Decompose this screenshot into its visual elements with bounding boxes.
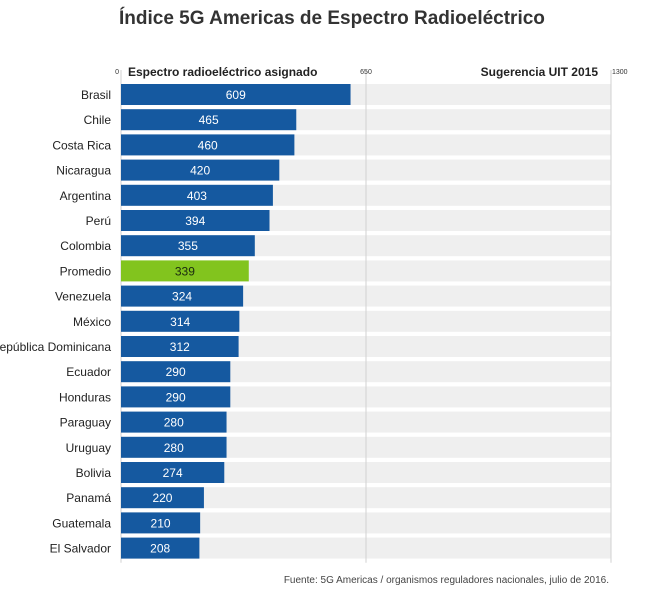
data-label: 280 — [164, 441, 184, 455]
data-label: 312 — [170, 340, 190, 354]
bar — [121, 109, 297, 131]
data-label: 280 — [164, 416, 184, 430]
bar — [121, 159, 280, 181]
data-label: 208 — [150, 542, 170, 556]
tick-label: 650 — [360, 69, 372, 76]
category-label: Panamá — [66, 491, 111, 505]
category-label: Brasil — [81, 88, 111, 102]
category-label: Perú — [86, 214, 111, 228]
data-label: 609 — [226, 88, 246, 102]
bar — [121, 310, 240, 332]
bar — [121, 210, 270, 231]
bar — [121, 260, 249, 282]
bar — [121, 537, 200, 559]
reference-label: Sugerencia UIT 2015 — [481, 65, 599, 79]
data-label: 403 — [187, 189, 207, 203]
bar — [121, 184, 273, 206]
data-label: 460 — [198, 138, 218, 152]
bar — [121, 285, 244, 307]
data-label: 465 — [199, 113, 219, 127]
bar — [121, 134, 295, 156]
data-label: 290 — [166, 365, 186, 379]
category-label: Promedio — [60, 264, 112, 278]
category-label: Venezuela — [55, 290, 111, 304]
data-label: 274 — [163, 466, 183, 480]
category-label: México — [73, 315, 111, 329]
data-label: 420 — [190, 164, 210, 178]
category-label: Ecuador — [66, 365, 111, 379]
source-note: Fuente: 5G Americas / organismos regulad… — [283, 575, 609, 586]
bar — [121, 411, 227, 433]
chart-title: Índice 5G Americas de Espectro Radioeléc… — [119, 8, 545, 29]
category-label: Chile — [84, 113, 112, 127]
data-label: 394 — [185, 214, 205, 228]
data-label: 355 — [178, 239, 198, 253]
category-label: República Dominicana — [0, 340, 111, 354]
data-label: 324 — [172, 290, 192, 304]
bar — [121, 235, 255, 257]
category-label: Paraguay — [60, 416, 111, 430]
data-label: 339 — [175, 264, 195, 278]
data-label: 290 — [166, 390, 186, 404]
bar — [121, 462, 225, 483]
data-label: 210 — [151, 516, 171, 530]
category-label: Honduras — [59, 390, 111, 404]
bar — [121, 361, 231, 383]
category-label: Uruguay — [66, 441, 111, 455]
data-label: 220 — [152, 491, 172, 505]
category-label: El Salvador — [50, 542, 111, 556]
tick-label: 0 — [115, 69, 119, 76]
data-label: 314 — [170, 315, 190, 329]
bar — [121, 336, 239, 357]
category-label: Costa Rica — [52, 138, 111, 152]
category-label: Argentina — [60, 189, 112, 203]
category-label: Colombia — [60, 239, 111, 253]
x-axis-label: Espectro radioeléctrico asignado — [128, 65, 317, 79]
bar — [121, 436, 227, 458]
category-label: Guatemala — [52, 516, 111, 530]
tick-label: 1300 — [612, 69, 628, 76]
bar — [121, 487, 204, 509]
category-label: Bolivia — [76, 466, 112, 480]
category-label: Nicaragua — [56, 164, 111, 178]
bar — [121, 386, 231, 408]
bar — [121, 512, 201, 534]
bar — [121, 84, 351, 105]
